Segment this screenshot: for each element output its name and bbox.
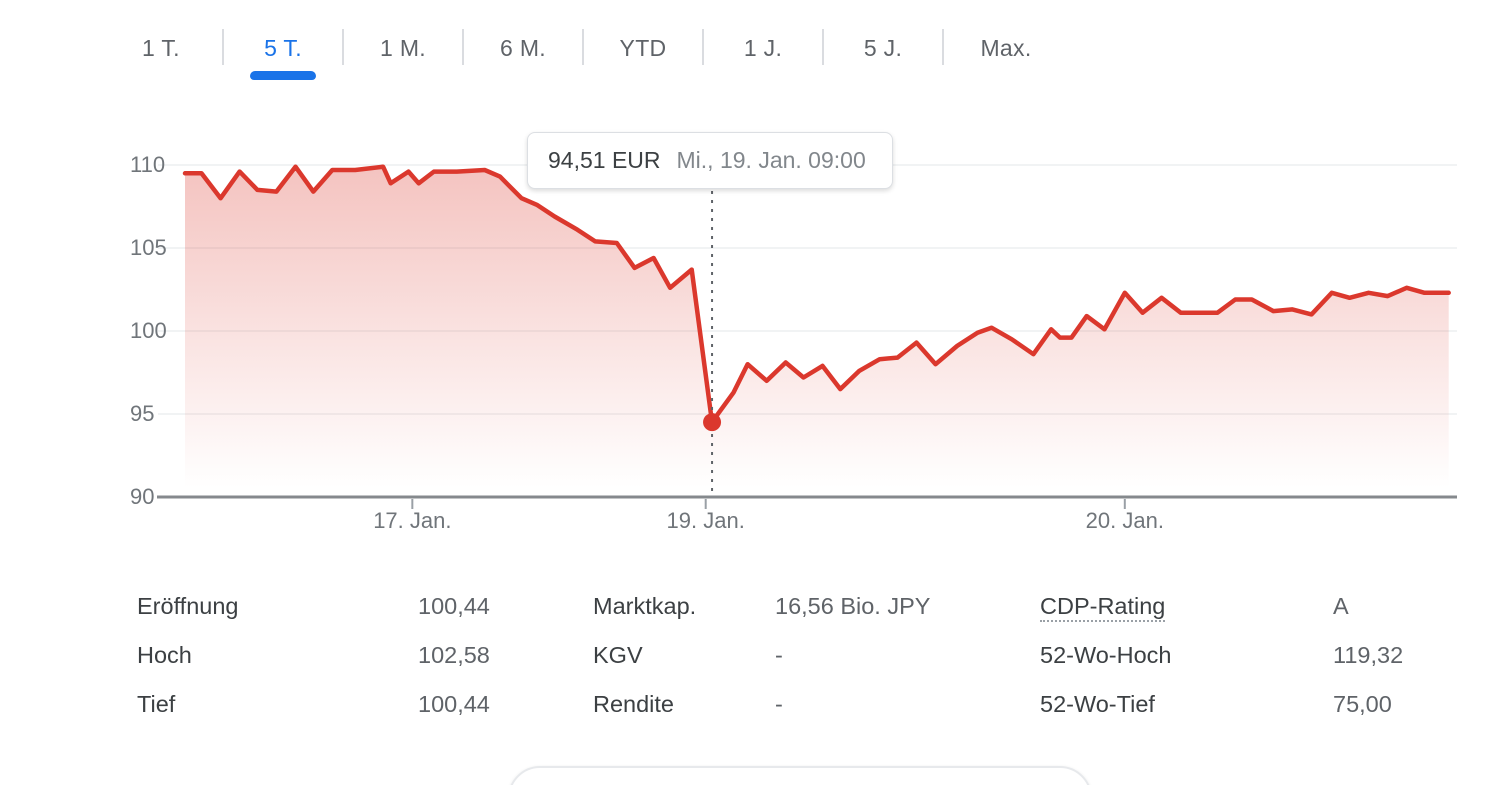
tab-6m[interactable]: 6 M.: [500, 35, 546, 61]
stat-label-rendite: Rendite: [593, 691, 674, 717]
tab-divider: [942, 29, 944, 65]
tab-1y[interactable]: 1 J.: [743, 35, 783, 61]
tab-1m[interactable]: 1 M.: [380, 35, 426, 61]
stat-value-rendite: -: [775, 691, 783, 717]
stat-row-52wo-tief: 52-Wo-Tief 75,00: [1040, 680, 1392, 729]
stat-label-52wo-tief: 52-Wo-Tief: [1040, 691, 1155, 717]
stat-row-52wo-hoch: 52-Wo-Hoch 119,32: [1040, 631, 1403, 680]
tooltip-price: 94,51 EUR: [548, 147, 661, 173]
price-line: [182, 164, 1451, 425]
stat-label-52wo-hoch: 52-Wo-Hoch: [1040, 642, 1172, 668]
stats-column-2: Marktkap. 16,56 Bio. JPY KGV - Rendite -: [593, 582, 930, 729]
stat-label-cdp-rating-link[interactable]: CDP-Rating: [1040, 593, 1166, 622]
tab-ytd[interactable]: YTD: [619, 35, 667, 61]
stat-value-hoch: 102,58: [418, 642, 490, 668]
stat-label-marktkap: Marktkap.: [593, 593, 697, 619]
tab-5d[interactable]: 5 T.: [224, 26, 342, 80]
stats-column-3: CDP-Rating A 52-Wo-Hoch 119,32 52-Wo-Tie…: [1040, 582, 1403, 729]
stat-value-tief: 100,44: [418, 691, 490, 717]
tab-divider: [702, 29, 704, 65]
tab-divider: [342, 29, 344, 65]
time-range-tabs: 1 T. 5 T. 1 M. 6 M. YTD 1 J. 5 J. Max.: [140, 26, 1068, 80]
stat-value-kgv: -: [775, 642, 783, 668]
stat-value-52wo-tief: 75,00: [1333, 691, 1392, 717]
stat-row-cdp-rating: CDP-Rating A: [1040, 582, 1349, 631]
stat-label-kgv: KGV: [593, 642, 643, 668]
marker-dot: [703, 413, 722, 432]
tab-divider: [222, 29, 224, 65]
stat-value-cdp-rating: A: [1333, 593, 1349, 619]
tab-5y[interactable]: 5 J.: [863, 35, 903, 61]
stat-row-eroeffnung: Eröffnung 100,44: [137, 582, 490, 631]
stat-value-eroeffnung: 100,44: [418, 593, 490, 619]
stat-row-hoch: Hoch 102,58: [137, 631, 490, 680]
chart-tooltip: 94,51 EUR Mi., 19. Jan. 09:00: [527, 132, 893, 189]
tab-divider: [582, 29, 584, 65]
stat-row-kgv: KGV -: [593, 631, 783, 680]
stat-row-rendite: Rendite -: [593, 680, 783, 729]
stat-row-marktkap: Marktkap. 16,56 Bio. JPY: [593, 582, 930, 631]
stat-value-52wo-hoch: 119,32: [1333, 642, 1404, 668]
more-button[interactable]: [508, 766, 1092, 785]
stat-label-hoch: Hoch: [137, 642, 192, 668]
stat-row-tief: Tief 100,44: [137, 680, 490, 729]
active-tab-underline: [250, 71, 316, 80]
tooltip-datetime: Mi., 19. Jan. 09:00: [676, 147, 866, 173]
tab-max[interactable]: Max.: [980, 35, 1032, 61]
price-area-fill: [185, 166, 1449, 496]
stat-value-marktkap: 16,56 Bio. JPY: [775, 593, 931, 619]
stat-label-eroeffnung: Eröffnung: [137, 593, 239, 619]
tab-1d[interactable]: 1 T.: [142, 35, 180, 61]
tab-5d-label: 5 T.: [264, 35, 302, 61]
stat-label-tief: Tief: [137, 691, 176, 717]
tab-divider: [822, 29, 824, 65]
tab-divider: [462, 29, 464, 65]
stats-column-1: Eröffnung 100,44 Hoch 102,58 Tief 100,44: [137, 582, 490, 729]
